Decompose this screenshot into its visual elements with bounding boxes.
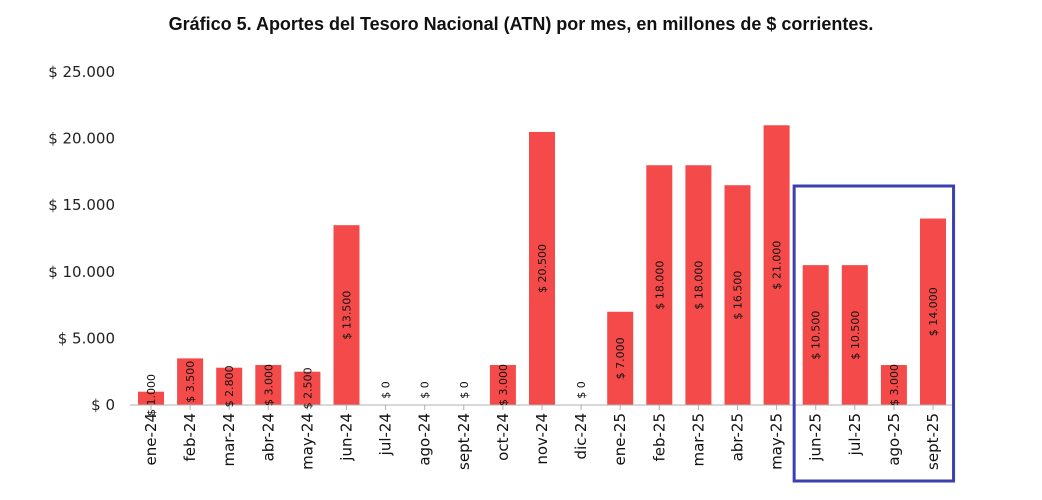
- data-label: $ 14.000: [927, 287, 940, 336]
- bar-oct-24: [489, 365, 516, 405]
- x-tick-label: feb-25: [650, 413, 668, 462]
- y-tick-label: $ 25.000: [48, 63, 115, 81]
- data-label: $ 0: [575, 381, 588, 399]
- x-tick-label: sept-25: [924, 413, 942, 470]
- bar-ago-25: [880, 365, 907, 405]
- bar-jun-24: [333, 225, 360, 405]
- x-tick-label: mar-24: [220, 413, 238, 467]
- x-tick-label: ene-25: [611, 413, 629, 465]
- x-tick-label: jul-25: [846, 413, 864, 456]
- data-label: $ 3.000: [497, 364, 510, 406]
- x-tick-label: ene-24: [142, 413, 160, 465]
- data-label: $ 3.000: [262, 364, 275, 406]
- x-tick-label: sept-24: [455, 413, 473, 470]
- y-tick-label: $ 5.000: [58, 329, 115, 347]
- x-tick-label: abr-25: [729, 413, 747, 461]
- x-tick-label: jul-24: [377, 413, 395, 456]
- data-label: $ 3.000: [888, 364, 901, 406]
- chart-title: Gráfico 5. Aportes del Tesoro Nacional (…: [168, 14, 874, 34]
- data-label: $ 18.000: [692, 261, 705, 310]
- y-tick-label: $ 0: [91, 396, 115, 414]
- data-label: $ 10.500: [849, 311, 862, 360]
- bar-ene-25: [607, 311, 634, 405]
- data-label: $ 13.500: [341, 291, 354, 340]
- data-label: $ 0: [380, 381, 393, 399]
- x-tick-label: may-25: [768, 413, 786, 470]
- data-label: $ 21.000: [771, 241, 784, 290]
- bar-sept-25: [920, 218, 946, 405]
- x-tick-label: may-24: [298, 413, 316, 470]
- bar-jul-25: [841, 265, 868, 405]
- x-tick-label: abr-24: [259, 413, 277, 461]
- highlight-box: [792, 184, 956, 483]
- data-label: $ 1.000: [145, 374, 158, 416]
- x-tick-label: oct-24: [494, 413, 512, 461]
- x-tick-label: jun-25: [807, 413, 825, 462]
- data-label: $ 0: [419, 381, 432, 399]
- data-label: $ 20.500: [536, 244, 549, 293]
- y-tick-label: $ 15.000: [48, 196, 115, 214]
- bar-mar-25: [685, 165, 712, 405]
- bar-ene-24: [138, 391, 164, 405]
- x-tick-label: ago-25: [885, 413, 903, 466]
- data-label: $ 2.800: [223, 365, 236, 407]
- x-tick-label: dic-24: [572, 413, 590, 459]
- data-label: $ 0: [458, 381, 471, 399]
- x-tick-label: feb-24: [181, 413, 199, 462]
- x-tick-label: nov-24: [533, 413, 551, 465]
- y-tick-label: $ 10.000: [48, 263, 115, 281]
- bar-may-25: [763, 125, 790, 405]
- data-label: $ 2.500: [301, 367, 314, 409]
- data-label: $ 3.500: [184, 361, 197, 403]
- data-label: $ 18.000: [653, 261, 666, 310]
- data-label: $ 16.500: [732, 271, 745, 320]
- x-tick-label: ago-24: [416, 413, 434, 466]
- bar-jun-25: [802, 265, 829, 405]
- bar-may-24: [294, 371, 321, 405]
- x-tick-label: mar-25: [689, 413, 707, 467]
- y-tick-label: $ 20.000: [48, 130, 115, 148]
- bar-feb-25: [646, 165, 673, 405]
- x-tick-label: jun-24: [338, 413, 356, 462]
- data-label: $ 10.500: [810, 311, 823, 360]
- bar-mar-24: [216, 367, 243, 405]
- bar-feb-24: [177, 358, 204, 405]
- data-label: $ 7.000: [614, 337, 627, 379]
- bar-abr-25: [724, 185, 751, 405]
- bar-abr-24: [255, 365, 282, 405]
- bar-nov-24: [529, 131, 555, 405]
